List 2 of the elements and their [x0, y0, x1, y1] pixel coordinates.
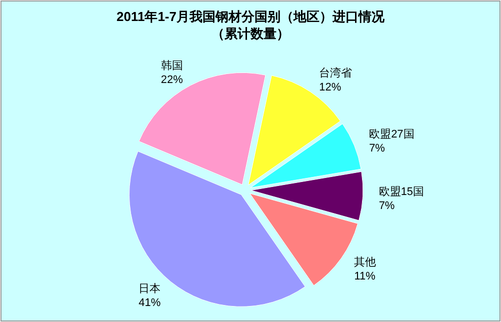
subtitle: （累计数量）: [212, 26, 290, 41]
title: 2011年1-7月我国钢材分国别（地区）进口情况: [116, 9, 384, 24]
